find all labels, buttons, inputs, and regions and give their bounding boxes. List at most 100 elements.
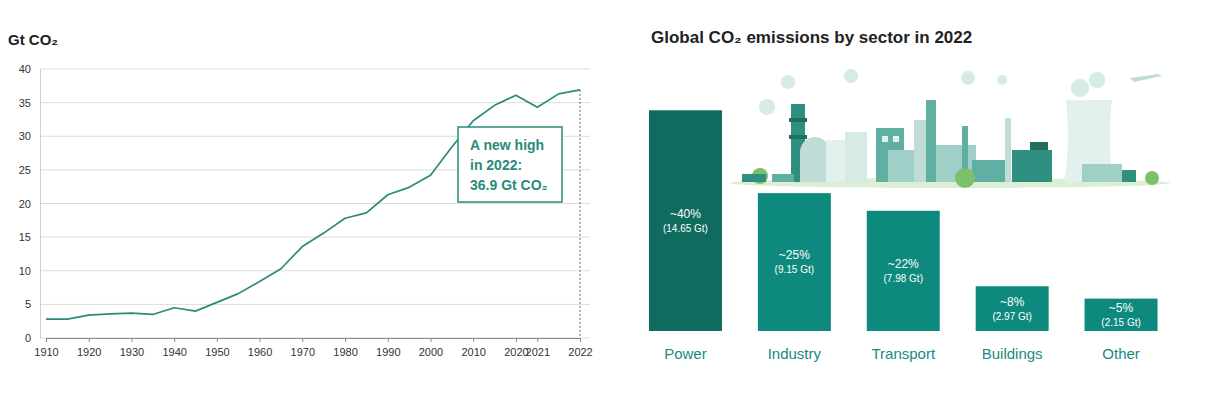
bar bbox=[867, 211, 940, 331]
annotation-text: 36.9 Gt CO₂ bbox=[470, 177, 548, 193]
y-axis-title: Gt CO₂ bbox=[8, 31, 58, 48]
illustration-shape bbox=[789, 135, 807, 139]
x-tick: 1960 bbox=[248, 338, 272, 358]
x-tick: 1950 bbox=[205, 338, 229, 358]
value-label: (7.98 Gt) bbox=[884, 273, 923, 284]
grid-line bbox=[40, 69, 590, 70]
x-tick: 1930 bbox=[120, 338, 144, 358]
illustration-shape bbox=[1005, 118, 1011, 182]
illustration-shape bbox=[926, 100, 936, 182]
illustration-shape bbox=[844, 69, 858, 83]
y-tick-label: 30 bbox=[19, 130, 31, 142]
x-tick-label: 2000 bbox=[419, 346, 443, 358]
y-tick: 5 bbox=[25, 298, 40, 310]
x-tick-label: 1910 bbox=[34, 346, 58, 358]
illustration-shape bbox=[972, 160, 1010, 182]
x-tick-label: 1980 bbox=[333, 346, 357, 358]
x-tick: 2000 bbox=[419, 338, 443, 358]
x-tick-label: 1920 bbox=[77, 346, 101, 358]
x-tick-label: 1930 bbox=[120, 346, 144, 358]
illustration-shape bbox=[781, 75, 795, 89]
y-tick: 25 bbox=[19, 164, 40, 176]
emissions-line bbox=[46, 90, 580, 319]
illustration-shape bbox=[1082, 164, 1122, 182]
y-tick: 10 bbox=[19, 265, 40, 277]
y-tick: 15 bbox=[19, 231, 40, 243]
y-axis: 0 5 10 15 20 25 30 35 40 bbox=[19, 63, 41, 344]
share-label: ~8% bbox=[1000, 295, 1025, 309]
x-tick: 2021 bbox=[526, 338, 550, 358]
illustration-shape bbox=[955, 168, 975, 188]
illustration-shape bbox=[845, 132, 867, 182]
illustration-shape bbox=[997, 75, 1007, 85]
y-tick: 40 bbox=[19, 63, 40, 75]
share-label: ~40% bbox=[670, 207, 701, 221]
x-tick: 2022 bbox=[568, 338, 592, 358]
grid bbox=[40, 69, 590, 338]
share-label: ~5% bbox=[1109, 301, 1134, 315]
illustration-shape bbox=[800, 137, 830, 167]
illustration-shape bbox=[742, 174, 766, 182]
category-label: Industry bbox=[768, 345, 822, 362]
x-tick-mark bbox=[537, 338, 538, 342]
x-tick-label: 1950 bbox=[205, 346, 229, 358]
x-tick: Other bbox=[1102, 331, 1140, 362]
x-tick-label: 2021 bbox=[526, 346, 550, 358]
y-tick-label: 40 bbox=[19, 63, 31, 75]
illustration-shape bbox=[759, 99, 775, 115]
annotation-box bbox=[458, 127, 562, 202]
x-tick-label: 2010 bbox=[461, 346, 485, 358]
grid-line bbox=[40, 304, 590, 305]
illustration-shape bbox=[888, 150, 914, 182]
x-tick-mark bbox=[260, 338, 261, 342]
illustration-shape bbox=[1130, 74, 1162, 82]
category-label: Other bbox=[1102, 345, 1140, 362]
y-tick-label: 10 bbox=[19, 265, 31, 277]
illustration-shape bbox=[1012, 150, 1052, 182]
x-tick: Power bbox=[664, 331, 707, 362]
data-labels: ~40%(14.65 Gt)~25%(9.15 Gt)~22%(7.98 Gt)… bbox=[663, 207, 1141, 328]
x-tick: Transport bbox=[871, 331, 935, 362]
illustration-shape bbox=[1030, 142, 1048, 150]
x-tick-mark bbox=[345, 338, 346, 342]
illustration-shape bbox=[789, 118, 807, 122]
y-tick: 20 bbox=[19, 198, 40, 210]
x-axis: 1910192019301940195019601970198019902000… bbox=[34, 338, 592, 358]
line-chart: 0 5 10 15 20 25 30 35 40 1910 1920 1930 1940 1950 1960… bbox=[8, 31, 593, 358]
x-axis-line bbox=[47, 338, 581, 339]
x-tick-mark bbox=[430, 338, 431, 342]
annotation-text: A new high bbox=[470, 137, 544, 153]
illustration-shape bbox=[961, 71, 975, 85]
grid-line bbox=[40, 338, 590, 339]
annotation-text: in 2022: bbox=[470, 157, 522, 173]
x-axis: PowerIndustryTransportBuildingsOther bbox=[664, 331, 1140, 362]
x-tick: 1910 bbox=[34, 338, 58, 358]
bar bbox=[758, 193, 831, 331]
y-tick-label: 25 bbox=[19, 164, 31, 176]
illustration-shape bbox=[826, 140, 848, 182]
category-label: Transport bbox=[871, 345, 935, 362]
x-tick: 1990 bbox=[376, 338, 400, 358]
illustration-shape bbox=[893, 136, 899, 142]
x-tick: Industry bbox=[768, 331, 822, 362]
x-tick-label: 1940 bbox=[162, 346, 186, 358]
value-label: (14.65 Gt) bbox=[663, 223, 708, 234]
illustration-shape bbox=[1089, 72, 1105, 88]
x-tick: 1940 bbox=[162, 338, 186, 358]
illustration bbox=[730, 69, 1170, 188]
bar-chart: ~40%(14.65 Gt)~25%(9.15 Gt)~22%(7.98 Gt)… bbox=[649, 28, 1170, 362]
x-tick-mark bbox=[473, 338, 474, 342]
y-tick-label: 15 bbox=[19, 231, 31, 243]
y-tick-label: 5 bbox=[25, 298, 31, 310]
y-tick: 35 bbox=[19, 97, 40, 109]
illustration-shape bbox=[772, 174, 794, 182]
x-tick-mark bbox=[131, 338, 132, 342]
y-tick-label: 0 bbox=[25, 332, 31, 344]
plot-area bbox=[649, 110, 1158, 331]
y-tick: 30 bbox=[19, 130, 40, 142]
x-tick: 2010 bbox=[461, 338, 485, 358]
x-tick-mark bbox=[516, 338, 517, 342]
bar bbox=[649, 110, 722, 331]
value-label: (2.97 Gt) bbox=[992, 311, 1031, 322]
illustration-shape bbox=[1071, 79, 1089, 97]
